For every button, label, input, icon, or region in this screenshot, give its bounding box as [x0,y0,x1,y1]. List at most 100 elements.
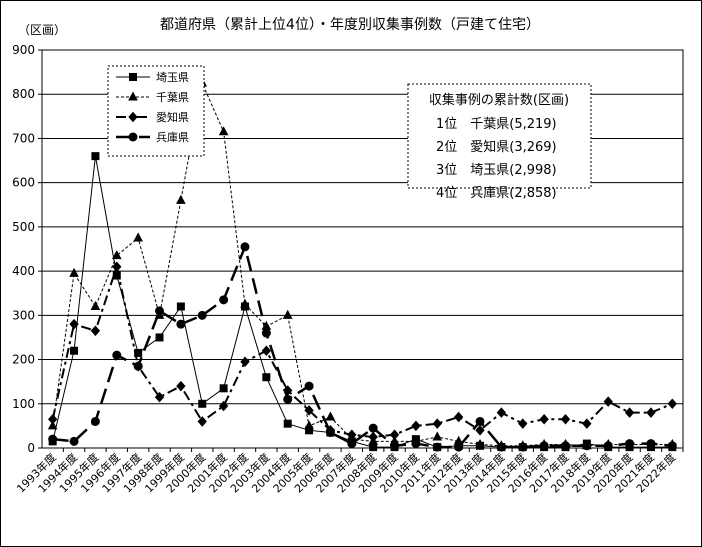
data-point-square [70,346,79,355]
data-point-circle [411,439,421,449]
data-point-diamond [624,407,635,418]
data-point-triangle [90,300,101,310]
legend-item: 埼玉県 [116,70,189,84]
chart-title: 都道府県（累計上位4位）・年度別収集事例数（戸建て住宅） [160,16,540,33]
data-point-circle [518,442,528,452]
data-point-diamond [411,420,421,432]
y-tick-label: 0 [27,441,35,455]
data-point-diamond [48,414,58,425]
data-point-diamond [475,425,485,436]
data-point-diamond [304,405,314,416]
y-tick-label: 800 [12,87,35,101]
data-point-triangle [240,298,250,308]
data-point-circle [475,416,485,426]
data-point-diamond [646,407,656,418]
data-point-square [219,384,228,393]
data-point-circle [90,416,100,426]
data-point-diamond [560,414,571,425]
data-point-circle [646,439,656,449]
legend-item: 兵庫県 [116,130,189,144]
data-point-circle [582,441,592,451]
data-point-diamond [667,398,677,410]
data-point-triangle [325,411,336,421]
data-point-circle [539,441,549,451]
series-line [52,242,673,449]
data-point-diamond [432,418,442,429]
data-point-diamond [112,261,122,272]
data-point-triangle [128,91,138,101]
annotation-box [407,83,592,189]
data-point-diamond [240,356,250,368]
data-point-circle [219,295,229,305]
data-point-circle [454,442,464,452]
data-point-square [198,399,207,408]
data-point-circle [133,361,143,371]
legend-label: 千葉県 [156,90,189,104]
legend-label: 愛知県 [156,110,189,124]
y-tick-label: 200 [12,353,35,367]
data-point-circle [560,441,570,451]
data-point-square [262,373,271,382]
legend-item: 千葉県 [116,90,189,104]
annotation-title: 収集事例の累計数(区画) [429,92,569,108]
data-point-circle [368,423,378,433]
y-tick-label: 300 [12,308,35,322]
data-point-diamond [261,345,272,356]
y-axis-unit-label: （区画） [18,23,66,37]
y-tick-label: 400 [12,264,35,278]
data-point-triangle [176,194,186,204]
annotation-line-4: 4位 兵庫県(2,858) [436,186,557,201]
data-point-diamond [539,414,549,425]
annotation-line-2: 2位 愛知県(3,269) [436,139,557,155]
data-point-triangle [304,420,314,430]
data-point-circle [347,439,357,449]
data-point-diamond [603,396,613,407]
data-point-circle [603,441,613,451]
data-point-circle [625,439,635,449]
data-point-square [155,333,164,342]
legend-label: 兵庫県 [156,130,189,144]
data-point-triangle [69,267,79,277]
data-point-square [283,419,292,428]
data-point-triangle [111,250,122,260]
data-point-circle [197,310,207,320]
data-point-square [91,152,100,161]
data-point-diamond [368,431,378,443]
data-point-diamond [90,325,101,337]
data-point-diamond [69,318,79,330]
data-point-circle [261,328,271,338]
y-tick-label: 600 [12,176,35,190]
annotation-line-1: 1位 千葉県(5,219) [436,117,557,132]
y-tick-labels: 0 100 200 300 400 500 600 700 800 900 [12,43,42,455]
data-point-diamond [389,429,400,440]
legend-box [107,65,205,157]
series-line [52,81,673,447]
data-point-circle [283,394,293,404]
data-point-circle [48,434,58,444]
ranking-annotation: 収集事例の累計数(区画) 1位 千葉県(5,219) 2位 愛知県(3,269)… [407,83,592,201]
data-point-circle [112,350,122,360]
data-point-diamond [496,407,507,418]
data-point-circle [240,242,250,252]
series-兵庫県 [48,242,677,452]
data-point-circle [432,442,442,452]
data-point-triangle [47,420,58,430]
data-point-diamond [218,400,229,412]
data-point-diamond [518,418,528,429]
data-point-circle [69,436,79,446]
data-point-circle [128,132,138,142]
data-point-diamond [128,111,138,123]
data-point-triangle [282,309,293,319]
data-point-diamond [582,418,592,429]
annotation-line-3: 3位 埼玉県(2,998) [436,163,557,178]
series-line [51,262,673,438]
data-point-diamond [176,380,186,392]
data-point-triangle [218,126,229,136]
y-tick-label: 100 [12,397,35,411]
data-point-circle [304,381,314,391]
data-point-triangle [133,232,143,242]
data-point-triangle [432,431,443,441]
data-point-circle [496,442,506,452]
legend-item: 愛知県 [116,110,189,124]
